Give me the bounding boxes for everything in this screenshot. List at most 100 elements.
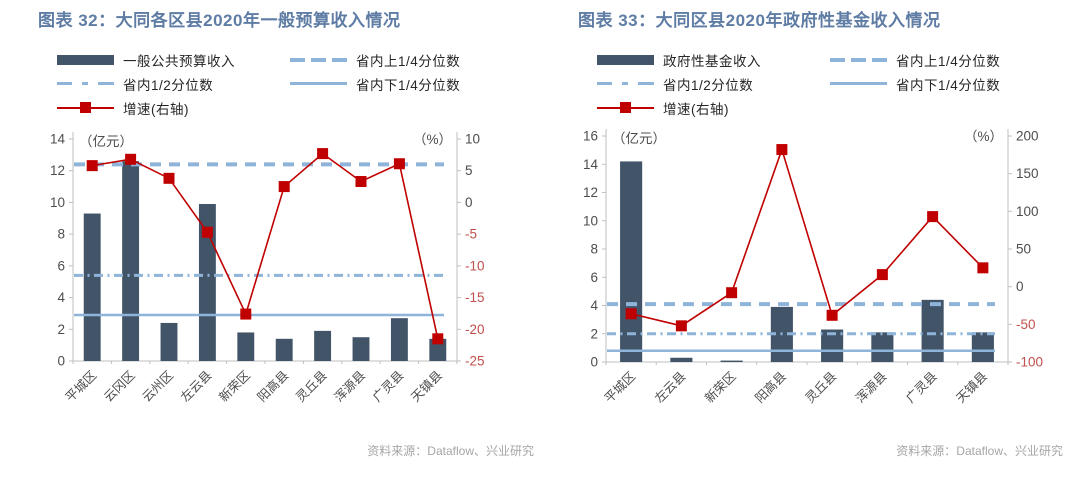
svg-text:-10: -10 <box>465 258 485 273</box>
svg-text:16: 16 <box>583 129 598 144</box>
bars <box>83 161 447 361</box>
svg-text:200: 200 <box>1016 129 1039 144</box>
legend-item-median: 省内1/2分位数 <box>57 76 290 93</box>
svg-text:天镇县: 天镇县 <box>954 369 990 405</box>
bar-阳高县 <box>275 338 293 361</box>
svg-text:平城区: 平城区 <box>602 369 638 405</box>
svg-text:广灵县: 广灵县 <box>903 369 939 405</box>
bar-广灵县 <box>390 318 408 361</box>
bar-左云县 <box>670 357 693 362</box>
svg-text:-50: -50 <box>1016 317 1036 332</box>
legend-label: 省内下1/4分位数 <box>896 77 1001 93</box>
svg-text:阳高县: 阳高县 <box>254 368 291 405</box>
bar-灵丘县 <box>821 329 844 362</box>
svg-text:广灵县: 广灵县 <box>370 368 406 404</box>
chart-panel-right: 图表 33：大同区县2020年政府性基金收入情况 政府性基金收入 省内上1/4分… <box>540 0 1080 489</box>
svg-text:2: 2 <box>590 326 598 341</box>
svg-text:10: 10 <box>465 132 480 147</box>
svg-text:150: 150 <box>1016 166 1039 181</box>
bar-天镇县 <box>429 338 447 361</box>
x-axis-labels: 平城区 云冈区 云州区 左云县 新荣区 阳高县 灵丘县 浑源县 广灵县 天镇县 <box>63 368 445 405</box>
chart-panel-left: 图表 32：大同各区县2020年一般预算收入情况 一般公共预算收入 省内上1/4… <box>38 11 534 458</box>
left-axis-labels: 0 2 4 6 8 10 12 14 （亿元） <box>50 132 133 369</box>
legend-item-upper-quartile: 省内上1/4分位数 <box>830 52 1001 69</box>
growth-marker-广灵县 <box>927 211 939 223</box>
x-axis-labels: 平城区 左云县 新荣区 阳高县 灵丘县 浑源县 广灵县 天镇县 <box>602 369 990 406</box>
svg-text:（亿元）: （亿元） <box>612 131 666 146</box>
legend-item-bar: 一般公共预算收入 <box>57 52 290 69</box>
legend-label: 省内下1/4分位数 <box>356 77 461 93</box>
svg-text:14: 14 <box>50 132 66 147</box>
growth-marker-浑源县 <box>876 269 888 281</box>
svg-text:灵丘县: 灵丘县 <box>803 369 839 405</box>
growth-marker-左云县 <box>201 226 213 238</box>
growth-marker-左云县 <box>675 320 687 332</box>
growth-marker-天镇县 <box>432 333 444 345</box>
legend-item-bar: 政府性基金收入 <box>597 52 830 69</box>
chart-title: 图表 32：大同各区县2020年一般预算收入情况 <box>38 11 401 30</box>
svg-text:10: 10 <box>583 213 598 228</box>
source-note: 资料来源：Dataflow、兴业研究 <box>896 444 1063 458</box>
bar-浑源县 <box>871 332 894 362</box>
svg-text:左云县: 左云县 <box>651 369 688 406</box>
dashdot-line-swatch <box>597 82 654 85</box>
dashed-line-swatch <box>290 57 347 62</box>
svg-text:（%）: （%） <box>413 132 452 147</box>
svg-text:（亿元）: （亿元） <box>79 134 133 149</box>
legend-label: 省内上1/4分位数 <box>896 53 1001 69</box>
svg-text:8: 8 <box>590 242 598 257</box>
svg-text:6: 6 <box>590 270 598 285</box>
svg-text:浑源县: 浑源县 <box>332 368 368 404</box>
svg-text:新荣区: 新荣区 <box>702 369 739 406</box>
svg-text:0: 0 <box>1016 279 1024 294</box>
legend-item-median: 省内1/2分位数 <box>597 76 830 93</box>
growth-marker-灵丘县 <box>826 309 838 321</box>
growth-line <box>625 144 989 332</box>
legend-item-growth: 增速(右轴) <box>597 100 830 117</box>
svg-text:-100: -100 <box>1016 355 1043 370</box>
legend-label: 省内1/2分位数 <box>123 77 214 93</box>
source-note: 资料来源：Dataflow、兴业研究 <box>367 444 534 458</box>
legend: 政府性基金收入 省内上1/4分位数 省内1/2分位数 省内下1/4分位数 增速(… <box>597 52 1001 117</box>
left-axis-labels: 0 2 4 6 8 10 12 14 16 （亿元） <box>583 129 666 370</box>
bar-左云县 <box>198 204 216 361</box>
svg-text:6: 6 <box>57 258 65 273</box>
legend: 一般公共预算收入 省内上1/4分位数 省内1/2分位数 省内下1/4分位数 增速… <box>57 52 461 117</box>
bar-legend-swatch <box>597 54 654 65</box>
growth-marker-云州区 <box>163 172 175 184</box>
svg-text:12: 12 <box>50 163 65 178</box>
right-axis-labels: -100 -50 0 50 100 150 200 （%） <box>964 129 1043 370</box>
chart-title: 图表 33：大同区县2020年政府性基金收入情况 <box>578 11 941 30</box>
growth-marker-阳高县 <box>278 181 290 193</box>
dashed-line-swatch <box>830 57 887 62</box>
svg-text:4: 4 <box>57 290 65 305</box>
axes <box>605 129 1009 365</box>
legend-item-growth: 增速(右轴) <box>57 100 290 117</box>
svg-text:-25: -25 <box>465 354 485 369</box>
bar-天镇县 <box>971 332 994 362</box>
svg-text:灵丘县: 灵丘县 <box>293 368 329 404</box>
svg-text:新荣区: 新荣区 <box>216 368 253 405</box>
growth-marker-浑源县 <box>355 175 367 187</box>
growth-marker-阳高县 <box>776 144 788 156</box>
growth-marker-灵丘县 <box>317 148 329 160</box>
svg-text:50: 50 <box>1016 242 1031 257</box>
svg-text:平城区: 平城区 <box>63 368 99 404</box>
svg-text:10: 10 <box>50 195 65 210</box>
legend-item-lower-quartile: 省内下1/4分位数 <box>290 76 461 93</box>
growth-marker-广灵县 <box>393 158 405 170</box>
svg-text:0: 0 <box>465 195 473 210</box>
growth-marker-云冈区 <box>125 153 137 165</box>
legend-item-lower-quartile: 省内下1/4分位数 <box>830 76 1001 93</box>
legend-label: 增速(右轴) <box>663 101 729 117</box>
svg-text:（%）: （%） <box>964 129 1003 144</box>
svg-text:2: 2 <box>57 322 65 337</box>
svg-text:云州区: 云州区 <box>140 368 176 404</box>
growth-marker-天镇县 <box>977 262 989 274</box>
bar-平城区 <box>620 161 643 362</box>
svg-text:-20: -20 <box>465 322 485 337</box>
bar-新荣区 <box>237 332 255 361</box>
growth-line <box>86 148 444 345</box>
svg-text:5: 5 <box>465 163 473 178</box>
